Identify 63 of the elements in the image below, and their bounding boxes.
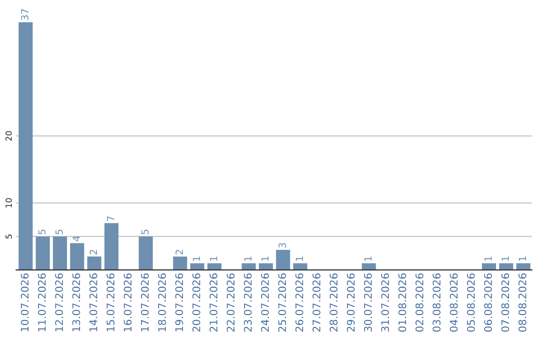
x-tick-label: 14.07.2026 xyxy=(89,273,98,332)
x-tick-label: 08.08.2026 xyxy=(518,273,526,332)
x-tick-label: 11.07.2026 xyxy=(38,273,46,332)
x-tick-label: 31.07.2026 xyxy=(381,273,390,332)
bar xyxy=(104,223,118,270)
x-tick-label: 01.08.2026 xyxy=(398,273,406,332)
y-tick-label: 10 xyxy=(6,198,12,208)
data-label: 1 xyxy=(484,256,492,261)
x-tick-label: 07.08.2026 xyxy=(501,273,510,332)
x-tick-label: 21.07.2026 xyxy=(210,273,218,332)
x-tick-label: 10.07.2026 xyxy=(20,273,29,332)
x-tick-label: 16.07.2026 xyxy=(124,273,132,332)
data-label: 1 xyxy=(210,256,218,261)
data-label: 3 xyxy=(278,243,286,248)
bar xyxy=(276,250,290,270)
data-label: 2 xyxy=(90,250,97,254)
x-tick-label: 26.07.2026 xyxy=(295,273,304,332)
x-tick-label: 02.08.2026 xyxy=(415,273,424,332)
x-tick-label: 19.07.2026 xyxy=(175,273,184,332)
data-label: 1 xyxy=(364,256,372,261)
x-tick-label: 27.07.2026 xyxy=(312,273,320,332)
bar xyxy=(242,263,256,270)
data-label: 1 xyxy=(192,256,200,261)
bar xyxy=(70,243,84,270)
x-tick-label: 24.07.2026 xyxy=(261,273,269,332)
bar xyxy=(87,256,102,270)
data-label: 5 xyxy=(38,230,46,234)
data-label: 1 xyxy=(261,256,269,261)
x-tick-label: 06.08.2026 xyxy=(484,273,492,332)
x-tick-label: 23.07.2026 xyxy=(244,273,252,332)
bar xyxy=(173,256,188,270)
data-label: 7 xyxy=(107,216,114,221)
data-label: 2 xyxy=(176,250,183,254)
x-tick-label: 22.07.2026 xyxy=(226,273,235,332)
bar xyxy=(18,22,33,270)
bar xyxy=(52,236,67,270)
data-label: 1 xyxy=(244,256,252,261)
x-tick-label: 30.07.2026 xyxy=(364,273,372,332)
x-tick-label: 05.08.2026 xyxy=(466,273,475,332)
bar xyxy=(190,263,204,270)
x-tick-label: 29.07.2026 xyxy=(346,273,355,332)
bar xyxy=(293,263,308,270)
data-label: 1 xyxy=(518,256,526,261)
bar xyxy=(138,236,153,270)
data-label: 5 xyxy=(141,230,149,234)
x-tick-label: 28.07.2026 xyxy=(330,273,338,332)
x-tick-label: 20.07.2026 xyxy=(192,273,200,332)
y-tick-label: 20 xyxy=(6,131,12,141)
data-label: 37 xyxy=(21,9,28,20)
x-tick-label: 04.08.2026 xyxy=(450,273,458,332)
data-label: 1 xyxy=(296,256,303,261)
x-tick-label: 25.07.2026 xyxy=(278,273,286,332)
x-tick-label: 15.07.2026 xyxy=(106,273,114,332)
x-tick-label: 17.07.2026 xyxy=(140,273,149,332)
x-tick-label: 18.07.2026 xyxy=(158,273,166,332)
x-tick-label: 12.07.2026 xyxy=(55,273,63,332)
data-label: 5 xyxy=(56,230,63,234)
x-tick-label: 03.08.2026 xyxy=(432,273,441,332)
data-label: 1 xyxy=(502,256,509,261)
bar xyxy=(36,236,50,270)
x-tick-label: 13.07.2026 xyxy=(72,273,80,332)
data-label: 4 xyxy=(72,236,80,242)
y-tick-label: 5 xyxy=(6,234,12,238)
